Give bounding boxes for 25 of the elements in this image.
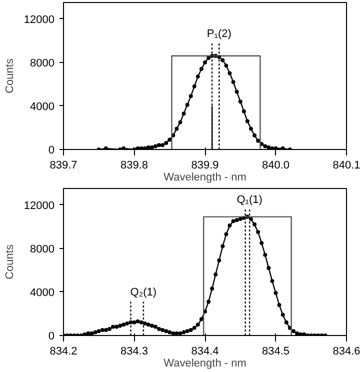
x-tick-label: 839.8 — [120, 160, 148, 172]
y-tick-label: 8000 — [30, 243, 55, 256]
x-axis-title: Wavelength - nm — [164, 172, 246, 184]
annotation: Q₂(1) — [130, 286, 157, 299]
x-tick-label: 834.4 — [191, 346, 219, 358]
y-tick-label: 0 — [48, 330, 55, 342]
y-axis-title: Counts — [4, 244, 16, 280]
y-tick-label: 12000 — [24, 200, 55, 212]
annotation: Q₁(1) — [236, 194, 262, 206]
x-axis-title: Wavelength - nm — [164, 358, 246, 370]
y-axis-title: Counts — [4, 58, 16, 94]
y-tick-label: 4000 — [30, 100, 55, 113]
x-tick-label: 834.6 — [332, 346, 360, 358]
x-tick-label: 840.0 — [262, 160, 290, 172]
y-tick-label: 12000 — [24, 14, 55, 26]
x-tick-label: 834.5 — [262, 346, 290, 358]
y-tick-label: 4000 — [30, 286, 55, 299]
x-tick-label: 834.2 — [50, 346, 78, 358]
x-tick-label: 840.1 — [332, 160, 360, 172]
annotation: P₁(2) — [206, 28, 232, 40]
y-tick-label: 0 — [48, 144, 55, 156]
x-tick-label: 839.7 — [50, 160, 78, 172]
x-tick-label: 839.9 — [191, 160, 219, 172]
x-tick-label: 834.3 — [120, 346, 148, 358]
y-tick-label: 8000 — [30, 57, 55, 70]
